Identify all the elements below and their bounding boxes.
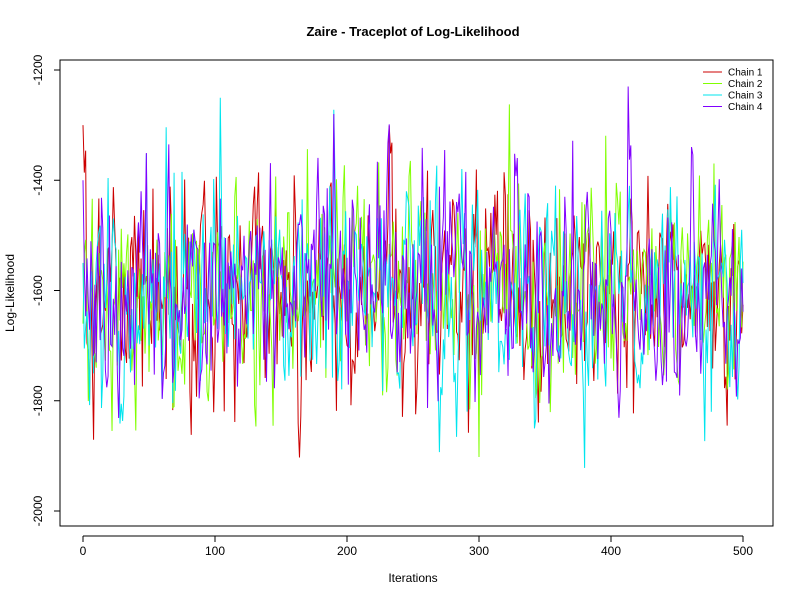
x-tick-label: 400 [601,544,621,558]
legend-label-chain-2: Chain 2 [728,79,763,90]
series-layer [82,86,744,468]
y-axis: -2000 -1800 -1600 -1400 -1200 [31,54,61,526]
y-tick-label: -1400 [31,165,45,196]
x-tick-label: 200 [337,544,357,558]
y-tick-label: -1200 [31,54,45,85]
x-axis: 0 100 200 300 400 500 [80,535,753,558]
x-tick-label: 300 [469,544,489,558]
legend-label-chain-1: Chain 1 [728,68,763,79]
y-axis-label: Log-Likelihood [3,254,17,332]
chart-title: Zaire - Traceplot of Log-Likelihood [306,24,519,39]
y-tick-label: -1600 [31,275,45,306]
x-axis-label: Iterations [388,571,437,585]
y-tick-label: -1800 [31,385,45,416]
series-line-chain-4 [82,86,744,419]
x-tick-label: 0 [80,544,87,558]
x-tick-label: 500 [733,544,753,558]
series-line-chain-1 [82,125,744,458]
y-tick-label: -2000 [31,495,45,526]
legend-label-chain-3: Chain 3 [728,91,763,102]
x-tick-label: 100 [205,544,225,558]
legend-label-chain-4: Chain 4 [728,102,763,113]
